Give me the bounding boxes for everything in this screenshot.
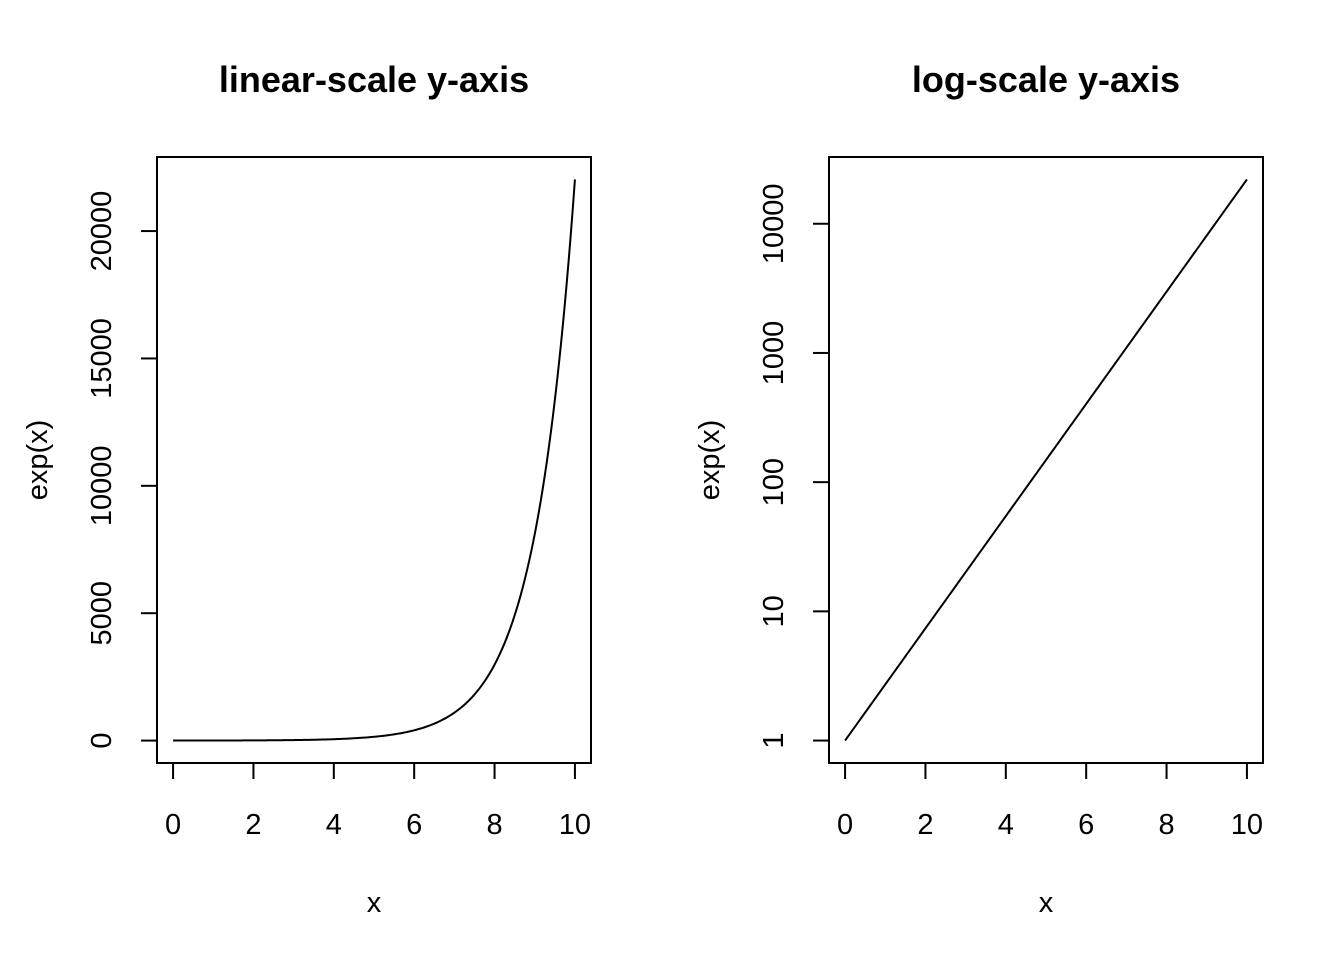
x-axis-label: x (1039, 887, 1054, 919)
x-tick-label: 8 (1158, 809, 1174, 841)
y-tick-label: 10000 (758, 183, 790, 264)
y-tick-label: 100 (758, 458, 790, 506)
chart-title: log-scale y-axis (912, 59, 1180, 100)
series-line-exp (844, 178, 1248, 742)
x-tick-label: 0 (837, 809, 853, 841)
x-tick-label: 2 (245, 809, 261, 841)
x-tick-label: 4 (998, 809, 1014, 841)
x-tick-label: 4 (326, 809, 342, 841)
x-axis-label: x (367, 887, 382, 919)
y-tick-label: 10000 (86, 445, 118, 526)
x-tick-label: 0 (165, 809, 181, 841)
x-tick-label: 6 (1078, 809, 1094, 841)
x-tick-label: 6 (406, 809, 422, 841)
y-axis-label: exp(x) (694, 420, 726, 501)
y-tick-label: 10 (758, 595, 790, 627)
panel-1: linear-scale y-axis 0 2 4 6 8 10 0 5000 10000 1500… (22, 59, 592, 919)
chart-title: linear-scale y-axis (219, 59, 529, 100)
y-tick-label: 5000 (86, 581, 118, 646)
y-tick-label: 0 (86, 733, 118, 749)
plot-frame (156, 156, 592, 764)
y-tick-label: 15000 (86, 318, 118, 399)
y-axis-label: exp(x) (22, 420, 54, 501)
y-tick-label: 20000 (86, 191, 118, 272)
y-tick-label: 1000 (758, 321, 790, 386)
x-tick-label: 10 (559, 809, 591, 841)
x-tick-label: 10 (1231, 809, 1263, 841)
y-tick-label: 1 (758, 732, 790, 748)
x-tick-label: 8 (486, 809, 502, 841)
series-line-exp (173, 179, 576, 742)
panel-2: log-scale y-axis 0 2 4 6 8 10 1 10 100 1000 10000 x e… (694, 59, 1264, 919)
x-tick-label: 2 (917, 809, 933, 841)
